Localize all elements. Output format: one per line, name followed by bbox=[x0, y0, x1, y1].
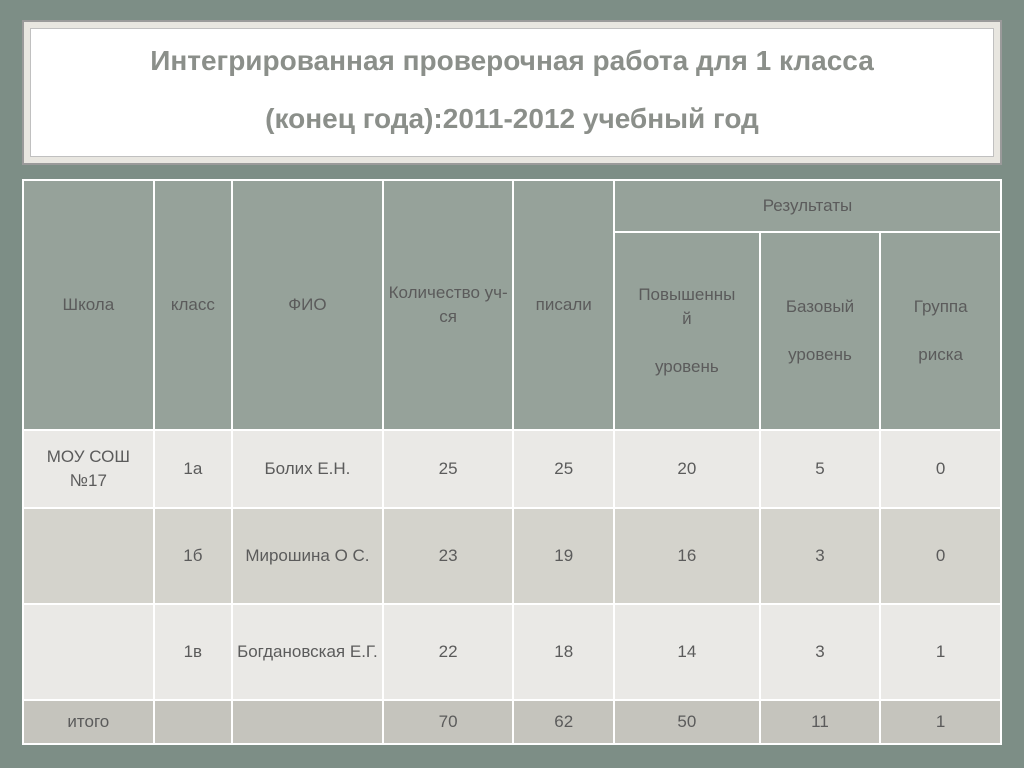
header-row-1: Школа класс ФИО Количество уч-ся писали … bbox=[23, 180, 1001, 232]
col-school: Школа bbox=[23, 180, 154, 430]
totals-fio bbox=[232, 700, 383, 744]
cell-risk: 0 bbox=[880, 430, 1001, 508]
slide: Интегрированная проверочная работа для 1… bbox=[0, 0, 1024, 768]
cell-class: 1в bbox=[154, 604, 232, 700]
cell-count: 25 bbox=[383, 430, 514, 508]
table-row: МОУ СОШ №17 1а Болих Е.Н. 25 25 20 5 0 bbox=[23, 430, 1001, 508]
col-base-l2: уровень bbox=[788, 345, 852, 364]
col-results: Результаты bbox=[614, 180, 1001, 232]
cell-advanced: 14 bbox=[614, 604, 760, 700]
cell-fio: Богдановская Е.Г. bbox=[232, 604, 383, 700]
totals-class bbox=[154, 700, 232, 744]
totals-label: итого bbox=[23, 700, 154, 744]
totals-row: итого 70 62 50 11 1 bbox=[23, 700, 1001, 744]
col-risk-l1: Группа bbox=[914, 297, 968, 316]
col-class: класс bbox=[154, 180, 232, 430]
col-base-l1: Базовый bbox=[786, 297, 854, 316]
cell-risk: 0 bbox=[880, 508, 1001, 604]
table-row: 1в Богдановская Е.Г. 22 18 14 3 1 bbox=[23, 604, 1001, 700]
table-row: 1б Мирошина О С. 23 19 16 3 0 bbox=[23, 508, 1001, 604]
cell-class: 1а bbox=[154, 430, 232, 508]
cell-base: 3 bbox=[760, 508, 881, 604]
cell-base: 5 bbox=[760, 430, 881, 508]
totals-wrote: 62 bbox=[513, 700, 614, 744]
totals-advanced: 50 bbox=[614, 700, 760, 744]
totals-count: 70 bbox=[383, 700, 514, 744]
cell-fio: Мирошина О С. bbox=[232, 508, 383, 604]
cell-school bbox=[23, 508, 154, 604]
cell-class: 1б bbox=[154, 508, 232, 604]
cell-school: МОУ СОШ №17 bbox=[23, 430, 154, 508]
col-advanced-l2: й bbox=[682, 309, 692, 328]
title-line-1: Интегрированная проверочная работа для 1… bbox=[41, 43, 983, 79]
cell-school bbox=[23, 604, 154, 700]
cell-wrote: 25 bbox=[513, 430, 614, 508]
cell-count: 23 bbox=[383, 508, 514, 604]
cell-advanced: 16 bbox=[614, 508, 760, 604]
cell-count: 22 bbox=[383, 604, 514, 700]
cell-base: 3 bbox=[760, 604, 881, 700]
cell-advanced: 20 bbox=[614, 430, 760, 508]
col-advanced-l1: Повышенны bbox=[638, 285, 735, 304]
col-wrote: писали bbox=[513, 180, 614, 430]
title-inner: Интегрированная проверочная работа для 1… bbox=[30, 28, 994, 157]
col-advanced-l3: уровень bbox=[655, 357, 719, 376]
col-fio: ФИО bbox=[232, 180, 383, 430]
cell-fio: Болих Е.Н. bbox=[232, 430, 383, 508]
title-outer: Интегрированная проверочная работа для 1… bbox=[22, 20, 1002, 165]
cell-risk: 1 bbox=[880, 604, 1001, 700]
col-risk: Группа риска bbox=[880, 232, 1001, 430]
cell-wrote: 18 bbox=[513, 604, 614, 700]
results-table: Школа класс ФИО Количество уч-ся писали … bbox=[22, 179, 1002, 745]
col-base: Базовый уровень bbox=[760, 232, 881, 430]
col-risk-l2: риска bbox=[918, 345, 963, 364]
col-count: Количество уч-ся bbox=[383, 180, 514, 430]
col-advanced: Повышенны й уровень bbox=[614, 232, 760, 430]
totals-base: 11 bbox=[760, 700, 881, 744]
totals-risk: 1 bbox=[880, 700, 1001, 744]
title-line-2: (конец года):2011-2012 учебный год bbox=[41, 101, 983, 137]
cell-wrote: 19 bbox=[513, 508, 614, 604]
